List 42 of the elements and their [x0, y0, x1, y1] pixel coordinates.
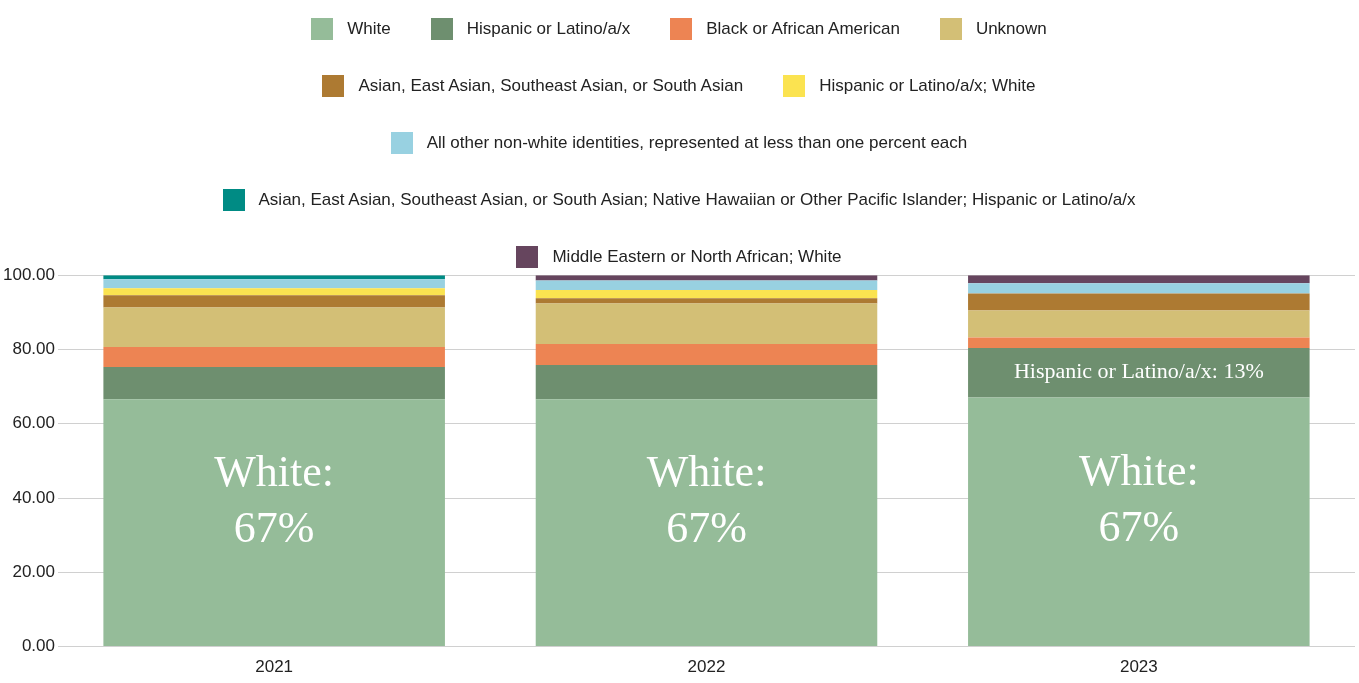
y-tick-label: 0.00: [21, 636, 55, 656]
bar: [535, 399, 878, 647]
bar: [103, 399, 445, 647]
y-tick-label: 40.00: [12, 487, 55, 507]
data-label: Hispanic or Latino/a/x: 13%: [1013, 358, 1264, 384]
bar: [968, 397, 1310, 647]
bar: [535, 343, 878, 366]
bar: [968, 337, 1310, 348]
data-label: White: 67%: [214, 447, 335, 553]
x-tick-label: 2021: [255, 657, 294, 677]
bar: [103, 295, 445, 308]
bar: [968, 293, 1310, 311]
legend-label: Hispanic or Latino/a/x; White: [819, 75, 1036, 96]
bar: [968, 310, 1310, 338]
bar: [535, 303, 878, 344]
bar: [535, 290, 878, 299]
legend-label: White: [347, 18, 391, 39]
bar: [535, 298, 878, 304]
legend-label: Unknown: [975, 18, 1047, 39]
y-tick-label: 80.00: [12, 339, 55, 359]
bar: [535, 280, 878, 291]
legend-label: All other non-white identities, represented at less than one percent each: [426, 132, 968, 153]
bar: [103, 307, 445, 347]
bar: [103, 288, 445, 296]
y-tick-label: 20.00: [12, 562, 55, 582]
y-tick-label: 100.00: [3, 264, 55, 284]
bar: [968, 347, 1310, 398]
bar: [535, 365, 878, 400]
y-tick-label: 60.00: [12, 413, 55, 433]
legend-label: Asian, East Asian, Southeast Asian, or South Asian; Native Hawaiian or Other Pacific Islander; Hispanic or Latino/a/x: [258, 189, 1136, 210]
data-label: White: 67%: [646, 447, 767, 553]
legend-label: Middle Eastern or North African; White: [552, 246, 842, 267]
legend-label: Asian, East Asian, Southeast Asian, or South Asian: [358, 75, 744, 96]
legend-label: Hispanic or Latino/a/x: [466, 18, 631, 39]
bar: [103, 366, 445, 400]
x-tick-label: 2023: [1119, 657, 1158, 677]
bar: [103, 346, 445, 367]
bar: [103, 279, 445, 289]
legend-label: Black or African American: [706, 18, 900, 39]
x-tick-label: 2022: [687, 657, 726, 677]
bar: [968, 283, 1310, 294]
data-label: White: 67%: [1078, 446, 1199, 552]
